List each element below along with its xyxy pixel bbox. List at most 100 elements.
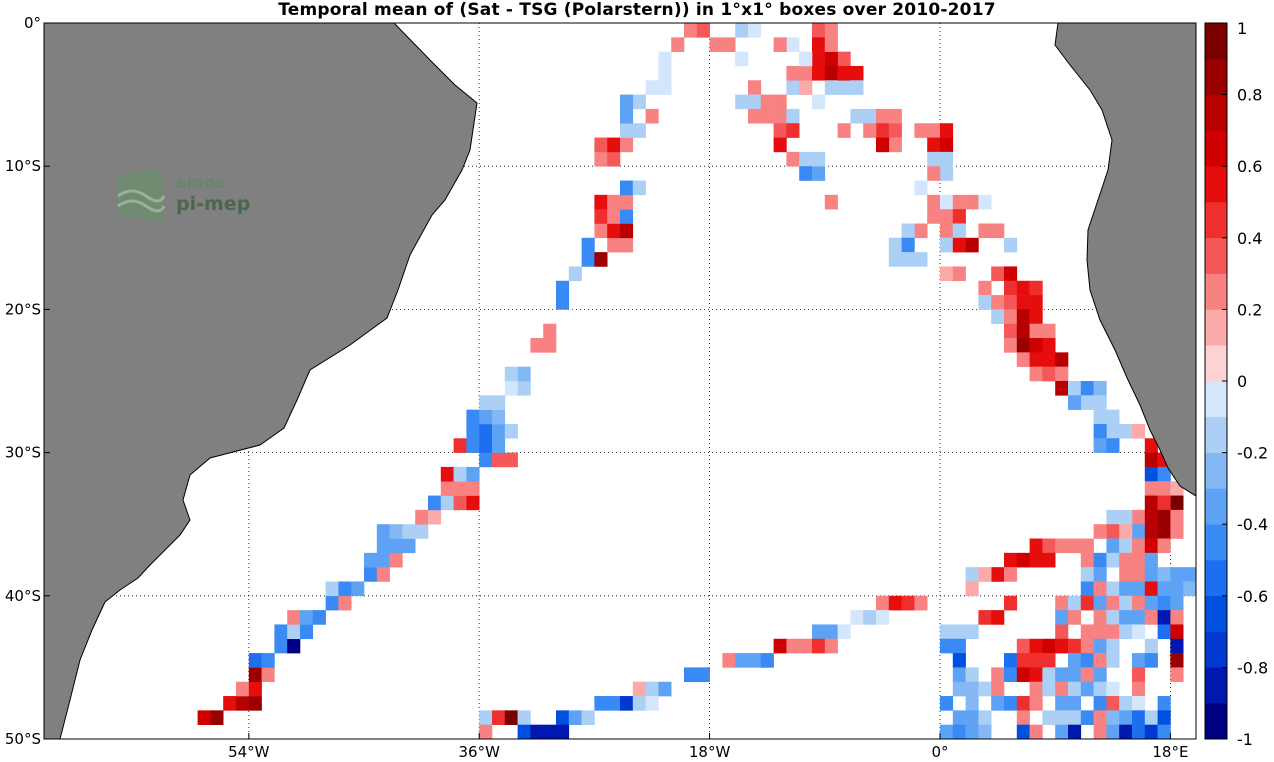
heatmap-cell xyxy=(504,423,518,439)
heatmap-cell xyxy=(1093,724,1107,739)
heatmap-cell xyxy=(1132,653,1146,668)
heatmap-cell xyxy=(1029,338,1043,353)
heatmap-cell xyxy=(991,223,1005,239)
heatmap-cell xyxy=(1093,696,1107,711)
heatmap-cell xyxy=(1119,710,1133,725)
logo-wave-icon xyxy=(118,168,164,222)
heatmap-cell xyxy=(927,137,941,153)
heatmap-cell xyxy=(1132,423,1146,439)
heatmap-cell xyxy=(556,280,570,296)
heatmap-cell xyxy=(530,724,544,739)
heatmap-cell xyxy=(1093,438,1107,453)
heatmap-cell xyxy=(440,495,454,511)
heatmap-cell xyxy=(952,237,966,253)
heatmap-cell xyxy=(236,696,250,711)
heatmap-cell xyxy=(479,409,493,425)
heatmap-cell xyxy=(1093,595,1107,611)
heatmap-cell xyxy=(671,37,685,52)
heatmap-cell xyxy=(940,237,954,253)
heatmap-cell xyxy=(1004,567,1018,582)
heatmap-cell xyxy=(1068,667,1082,683)
heatmap-cell xyxy=(479,395,493,410)
heatmap-cell xyxy=(1004,653,1018,668)
heatmap-cell xyxy=(453,495,467,511)
heatmap-cell xyxy=(1093,667,1107,683)
heatmap-cell xyxy=(1042,638,1056,654)
heatmap-cell xyxy=(607,237,621,253)
heatmap-cell xyxy=(1144,724,1158,739)
heatmap-cell xyxy=(888,123,902,138)
heatmap-cell xyxy=(620,123,634,138)
heatmap-cell xyxy=(888,237,902,253)
heatmap-cell xyxy=(1029,638,1043,654)
heatmap-cell xyxy=(1170,610,1184,625)
heatmap-cell xyxy=(236,681,250,697)
heatmap-cell xyxy=(658,51,672,67)
heatmap-cell xyxy=(773,108,787,124)
heatmap-cell xyxy=(620,108,634,124)
heatmap-cell xyxy=(1068,638,1082,654)
heatmap-cell xyxy=(824,51,838,67)
heatmap-cell xyxy=(978,610,992,625)
colorbar-tick-label: 0.4 xyxy=(1237,229,1262,248)
colorbar-segment xyxy=(1205,488,1227,525)
heatmap-cell xyxy=(1029,667,1043,683)
heatmap-cell xyxy=(1029,696,1043,711)
heatmap-cell xyxy=(1004,323,1018,339)
heatmap-cell xyxy=(517,710,531,725)
heatmap-cell xyxy=(735,51,749,67)
heatmap-cell xyxy=(1029,309,1043,325)
heatmap-cell xyxy=(492,395,506,410)
heatmap-cell xyxy=(1132,552,1146,568)
x-tick-label: 0° xyxy=(931,743,948,761)
smos-pimep-logo: smos pi-mep xyxy=(117,168,250,222)
heatmap-cell xyxy=(991,681,1005,697)
heatmap-cell xyxy=(248,696,262,711)
heatmap-cell xyxy=(1055,595,1069,611)
heatmap-cell xyxy=(1157,710,1171,725)
heatmap-cell xyxy=(888,137,902,153)
heatmap-cell xyxy=(492,423,506,439)
heatmap-cell xyxy=(1068,653,1082,668)
heatmap-cell xyxy=(453,466,467,482)
heatmap-cell xyxy=(1016,352,1030,367)
heatmap-cell xyxy=(1144,610,1158,625)
heatmap-cell xyxy=(1144,538,1158,554)
heatmap-cell xyxy=(812,37,826,52)
heatmap-cell xyxy=(620,696,634,711)
colorbar-tick-label: -0.6 xyxy=(1237,587,1268,606)
logo-text-pimep: pi-mep xyxy=(176,193,250,215)
heatmap-cell xyxy=(594,194,608,210)
heatmap-cell xyxy=(850,80,864,95)
heatmap-cell xyxy=(1004,309,1018,325)
heatmap-cell xyxy=(658,65,672,81)
heatmap-cell xyxy=(1132,610,1146,625)
y-tick-label: 30°S xyxy=(5,444,41,462)
heatmap-cell xyxy=(952,681,966,697)
heatmap-cell xyxy=(466,466,480,482)
heatmap-cell xyxy=(1119,624,1133,640)
heatmap-cell xyxy=(1016,323,1030,339)
heatmap-cell xyxy=(940,638,954,654)
heatmap-cell xyxy=(927,194,941,210)
heatmap-cell xyxy=(1004,595,1018,611)
heatmap-cell xyxy=(1183,581,1196,597)
heatmap-cell xyxy=(786,151,800,167)
heatmap-cell xyxy=(645,696,659,711)
heatmap-cell xyxy=(952,624,966,640)
heatmap-cell xyxy=(1093,581,1107,597)
heatmap-cell xyxy=(812,51,826,67)
y-tick-label: 20°S xyxy=(5,300,41,318)
heatmap-cell xyxy=(940,166,954,181)
heatmap-cell xyxy=(581,237,595,253)
heatmap-cell xyxy=(940,194,954,210)
heatmap-cell xyxy=(1055,667,1069,683)
heatmap-cell xyxy=(389,524,403,539)
heatmap-cell xyxy=(248,667,262,683)
heatmap-cell xyxy=(607,151,621,167)
heatmap-cell xyxy=(799,151,813,167)
heatmap-cell xyxy=(1106,610,1120,625)
heatmap-cell xyxy=(696,23,710,38)
heatmap-cell xyxy=(658,80,672,95)
heatmap-cell xyxy=(1119,581,1133,597)
